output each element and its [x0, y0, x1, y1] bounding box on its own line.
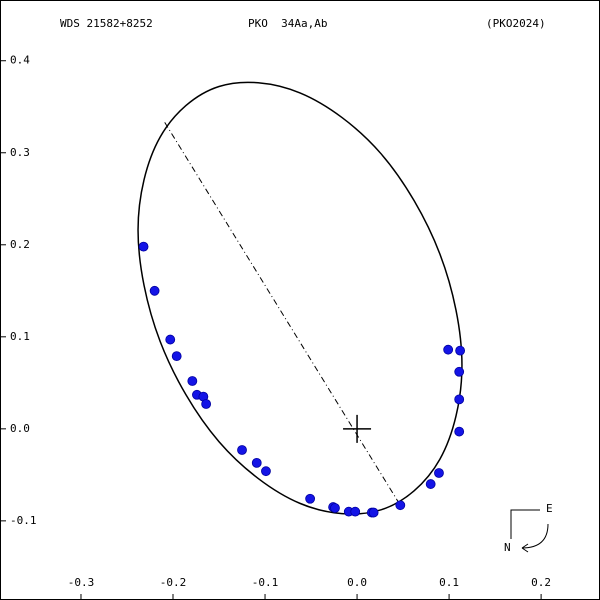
header-left: WDS 21582+8252 — [60, 17, 153, 30]
header-right: (PKO2024) — [486, 17, 546, 30]
orbit — [137, 81, 463, 515]
x-tick-label: -0.2 — [160, 576, 187, 589]
y-tick-label: 0.1 — [10, 330, 30, 343]
node-line — [164, 122, 401, 506]
observation — [425, 479, 436, 489]
observation — [368, 507, 379, 518]
observation — [395, 500, 406, 511]
observation — [330, 503, 340, 513]
observation — [261, 466, 271, 477]
compass: E N — [504, 502, 553, 554]
y-tick-label: 0.4 — [10, 54, 30, 67]
observation — [149, 285, 160, 296]
y-tick-label: 0.3 — [10, 146, 30, 159]
observation — [237, 445, 247, 455]
x-tick-label: 0.0 — [347, 576, 367, 589]
observation — [350, 506, 361, 517]
observation — [454, 394, 465, 405]
observation — [305, 493, 316, 504]
observation — [454, 366, 465, 377]
header-center: PKO 34Aa,Ab — [248, 17, 327, 30]
compass-north: N — [504, 541, 511, 554]
observation — [187, 376, 198, 386]
y-tick-label: 0.2 — [10, 238, 30, 251]
observation — [251, 457, 262, 468]
observation — [454, 426, 465, 437]
x-tick-label: -0.1 — [252, 576, 279, 589]
observation — [434, 468, 444, 478]
compass-axes — [510, 509, 540, 539]
compass-arrowhead — [521, 543, 529, 553]
observation — [201, 399, 212, 409]
y-tick-label: -0.1 — [10, 514, 37, 527]
primary-marker — [343, 414, 372, 443]
observation — [138, 241, 149, 252]
x-tick-label: 0.1 — [439, 576, 459, 589]
compass-east: E — [546, 502, 553, 515]
observation — [455, 345, 466, 356]
x-tick-label: -0.3 — [68, 576, 95, 589]
compass-arrow — [521, 523, 549, 549]
observation — [443, 344, 454, 355]
x-tick-label: 0.2 — [531, 576, 551, 589]
y-tick-label: 0.0 — [10, 422, 30, 435]
observation — [165, 334, 176, 345]
observation — [171, 351, 182, 362]
